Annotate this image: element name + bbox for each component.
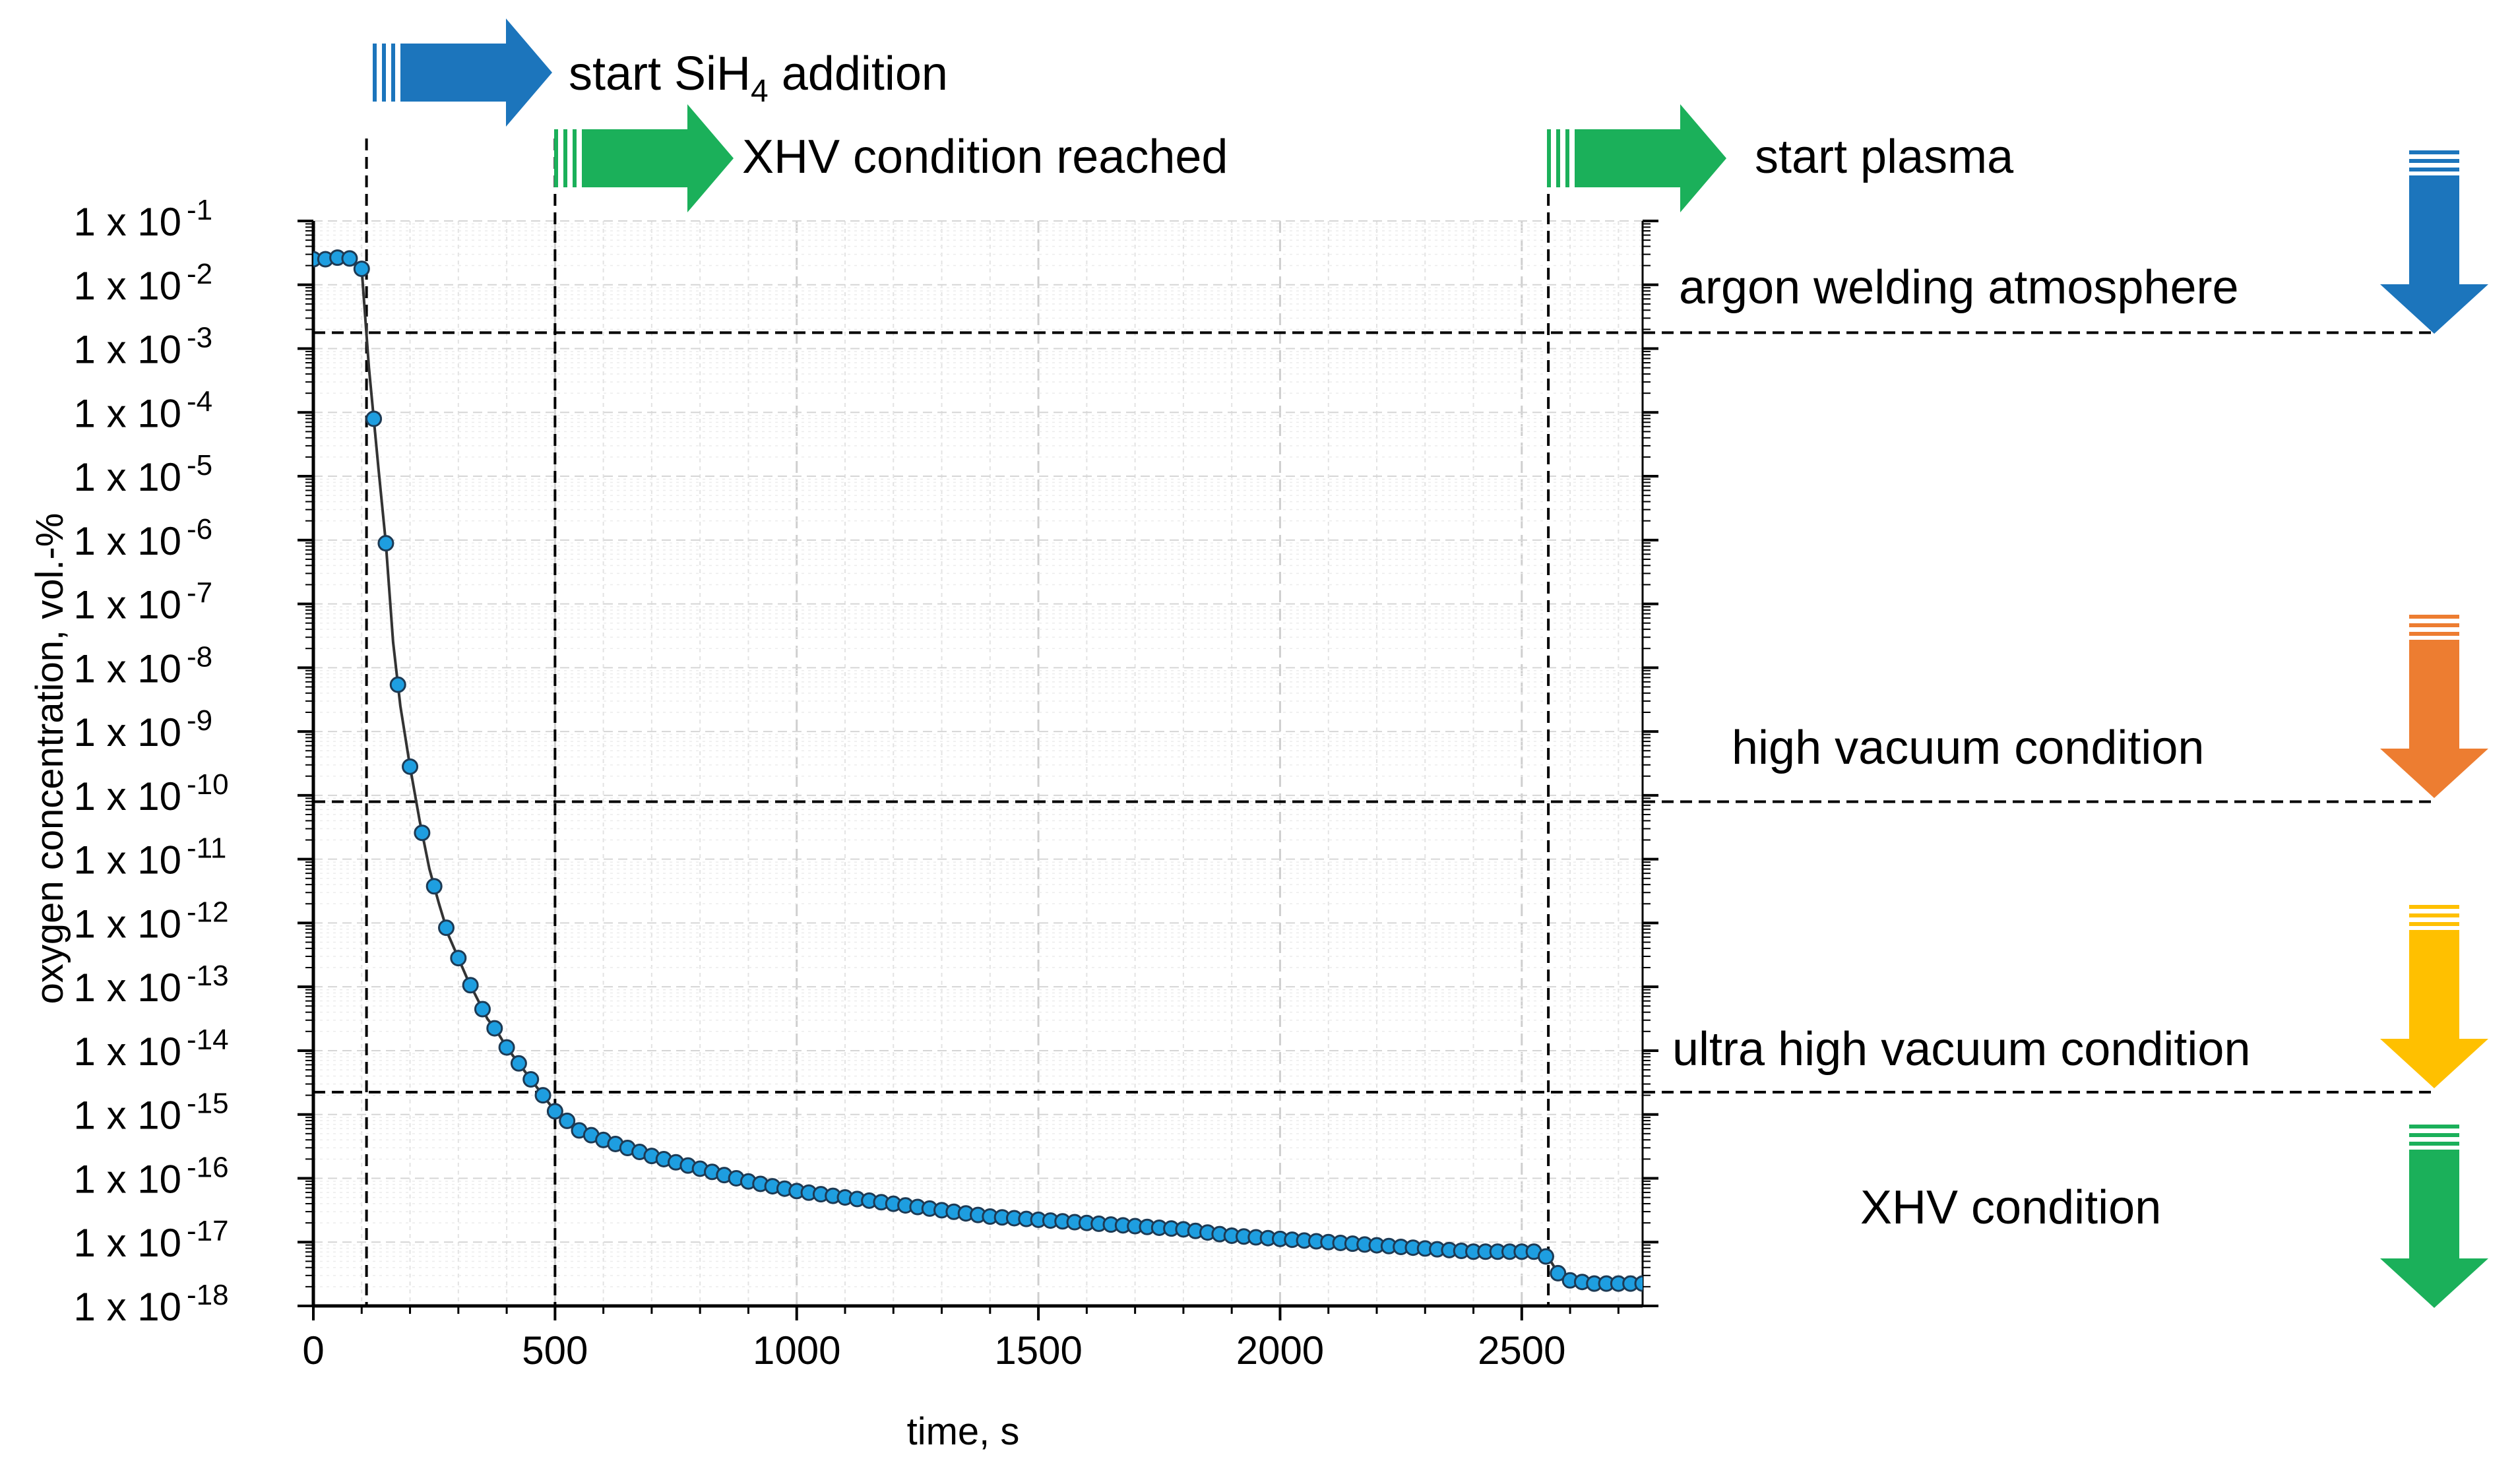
- label-ultra-high-vacuum: ultra high vacuum condition: [1672, 1023, 2251, 1076]
- data-point: [1537, 1248, 1554, 1265]
- arrow-down-icon: [2380, 1125, 2488, 1308]
- arrow-right-icon: [373, 18, 552, 127]
- y-tick-exponent: -15: [187, 1088, 229, 1120]
- y-tick-exponent: -18: [187, 1279, 229, 1311]
- arrow-down-icon: [2380, 905, 2488, 1088]
- arrow-down-icon: [2380, 615, 2488, 798]
- data-point: [1634, 1275, 1643, 1292]
- y-tick-label: 1 x 10: [74, 519, 181, 563]
- y-tick-label: 1 x 10: [74, 455, 181, 499]
- data-point: [546, 1103, 563, 1120]
- x-tick-label: 0: [302, 1328, 324, 1373]
- y-tick-label: 1 x 10: [74, 774, 181, 819]
- reference-lines: [313, 139, 2434, 1306]
- y-tick-label: 1 x 10: [74, 1094, 181, 1138]
- y-tick-label: 1 x 10: [74, 902, 181, 946]
- y-tick-label: 1 x 10: [74, 1030, 181, 1074]
- annotations: start SiH4 addition XHV condition reached…: [373, 18, 2488, 1308]
- y-tick-label: 1 x 10: [74, 838, 181, 882]
- x-tick-label: 1000: [753, 1328, 840, 1373]
- data-point: [474, 1001, 491, 1018]
- arrow-right-icon: [1547, 104, 1726, 212]
- y-tick-label: 1 x 10: [74, 583, 181, 627]
- data-point: [438, 919, 455, 937]
- y-tick-exponent: -5: [187, 449, 212, 481]
- data-point: [425, 878, 443, 895]
- y-tick-exponent: -17: [187, 1215, 229, 1247]
- x-tick-label: 500: [522, 1328, 588, 1373]
- x-tick-label: 2500: [1478, 1328, 1565, 1373]
- y-tick-exponent: -13: [187, 960, 229, 992]
- data-point: [1550, 1264, 1567, 1282]
- annotation-start-sih4: start SiH4 addition: [569, 47, 948, 109]
- y-tick-label: 1 x 10: [74, 966, 181, 1010]
- arrow-right-icon: [554, 104, 734, 212]
- y-tick-label: 1 x 10: [74, 1285, 181, 1329]
- y-tick-label: 1 x 10: [74, 1157, 181, 1201]
- label-argon-welding: argon welding atmosphere: [1679, 261, 2239, 314]
- data-point: [486, 1020, 503, 1037]
- series: [313, 249, 1643, 1292]
- data-point: [353, 261, 370, 278]
- annotation-start-plasma: start plasma: [1755, 131, 2014, 183]
- label-high-vacuum: high vacuum condition: [1732, 722, 2204, 774]
- x-axis-label: time, s: [907, 1410, 1020, 1453]
- y-tick-exponent: -4: [187, 385, 212, 417]
- grid: [313, 220, 1643, 1307]
- y-tick-exponent: -2: [187, 258, 212, 290]
- y-tick-label: 1 x 10: [74, 710, 181, 755]
- y-tick-label: 1 x 10: [74, 264, 181, 308]
- data-point: [510, 1055, 527, 1072]
- axes: [311, 221, 1644, 1308]
- y-tick-label: 1 x 10: [74, 200, 181, 244]
- data-point: [402, 758, 419, 775]
- y-tick-exponent: -8: [187, 640, 212, 673]
- y-tick-exponent: -3: [187, 322, 212, 354]
- x-tick-label: 1500: [994, 1328, 1082, 1373]
- data-point: [462, 977, 479, 994]
- data-point: [498, 1039, 515, 1056]
- y-tick-exponent: -11: [187, 832, 226, 865]
- data-point: [522, 1070, 540, 1088]
- y-tick-exponent: -6: [187, 513, 212, 545]
- data-point: [559, 1112, 576, 1129]
- x-tick-label: 2000: [1236, 1328, 1324, 1373]
- y-tick-exponent: -14: [187, 1024, 229, 1056]
- annotation-xhv-reached: XHV condition reached: [742, 131, 1228, 183]
- y-tick-label: 1 x 10: [74, 391, 181, 435]
- y-tick-exponent: -16: [187, 1151, 229, 1183]
- y-tick-label: 1 x 10: [74, 328, 181, 372]
- data-point: [389, 676, 406, 693]
- y-axis-label: oxygen concentration, vol.-%: [28, 513, 71, 1005]
- y-tick-exponent: -7: [187, 577, 212, 609]
- data-point: [414, 824, 431, 842]
- y-tick-exponent: -1: [187, 194, 212, 226]
- data-point: [534, 1087, 551, 1104]
- label-xhv-condition: XHV condition: [1860, 1181, 2161, 1234]
- arrow-down-icon: [2380, 150, 2488, 334]
- data-point: [450, 950, 467, 967]
- y-tick-exponent: -9: [187, 704, 212, 737]
- y-ticks: 1 x 10 -11 x 10 -21 x 10 -31 x 10 -41 x 10 -5…: [74, 194, 1658, 1329]
- y-tick-label: 1 x 10: [74, 1221, 181, 1265]
- y-tick-exponent: -12: [187, 896, 229, 928]
- y-tick-label: 1 x 10: [74, 646, 181, 691]
- data-point: [377, 535, 394, 552]
- data-point: [341, 250, 358, 267]
- x-ticks: 0 500 1000 1500 2000 2500: [302, 1306, 1620, 1373]
- data-point: [365, 410, 383, 427]
- y-tick-exponent: -10: [187, 768, 229, 801]
